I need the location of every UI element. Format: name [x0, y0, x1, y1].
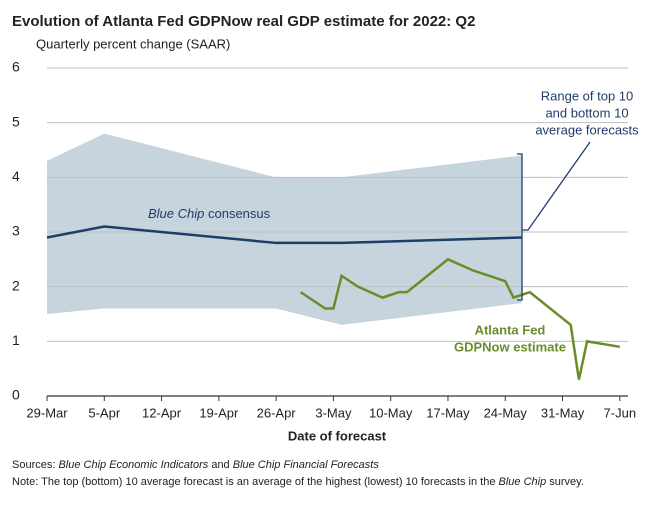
note-text: Note: The top (bottom) 10 average foreca…	[12, 476, 499, 488]
sources-text: Blue Chip Economic Indicators	[58, 459, 208, 471]
note-text: Blue Chip	[499, 476, 547, 488]
series-line	[46, 225, 522, 245]
y-tick-label: 2	[12, 277, 20, 293]
sources: Sources: Blue Chip Economic Indicators a…	[12, 459, 379, 471]
x-tick-label: 12-Apr	[142, 405, 182, 420]
note-text: survey.	[546, 476, 584, 488]
x-tick-label: 17-May	[426, 405, 470, 420]
gdpnow-label: Atlanta Fed	[475, 322, 546, 337]
range-band	[47, 133, 522, 325]
range-label: Range of top 10	[541, 88, 634, 103]
x-tick-label: 5-Apr	[88, 405, 120, 420]
label-part: consensus	[204, 206, 270, 221]
sources-text: and	[208, 459, 232, 471]
y-tick-label: 3	[12, 223, 20, 239]
chart-subtitle: Quarterly percent change (SAAR)	[36, 36, 230, 51]
x-tick-label: 31-May	[541, 405, 585, 420]
x-tick-label: 26-Apr	[257, 405, 297, 420]
y-tick-label: 6	[12, 59, 20, 75]
range-label: average forecasts	[535, 122, 639, 137]
x-tick-label: 24-May	[484, 405, 528, 420]
x-axis-label: Date of forecast	[288, 428, 387, 443]
y-tick-label: 1	[12, 332, 20, 348]
y-tick-label: 5	[12, 113, 20, 129]
sources-text: Sources:	[12, 459, 58, 471]
gdpnow-label: GDPNow estimate	[454, 339, 566, 354]
x-tick-label: 7-Jun	[604, 405, 637, 420]
label-part: Blue Chip	[148, 206, 204, 221]
y-tick-label: 4	[12, 168, 20, 184]
blue-chip-label: Blue Chip consensus	[148, 206, 271, 221]
sources-text: Blue Chip Financial Forecasts	[233, 459, 380, 471]
x-tick-label: 29-Mar	[26, 405, 68, 420]
x-tick-label: 3-May	[315, 405, 352, 420]
bracket	[517, 141, 591, 301]
x-tick-label: 10-May	[369, 405, 413, 420]
x-tick-label: 19-Apr	[199, 405, 239, 420]
chart-title: Evolution of Atlanta Fed GDPNow real GDP…	[12, 13, 475, 30]
y-tick-label: 0	[12, 387, 20, 403]
note: Note: The top (bottom) 10 average foreca…	[12, 476, 584, 488]
series-line	[299, 257, 621, 380]
range-label: and bottom 10	[545, 105, 628, 120]
